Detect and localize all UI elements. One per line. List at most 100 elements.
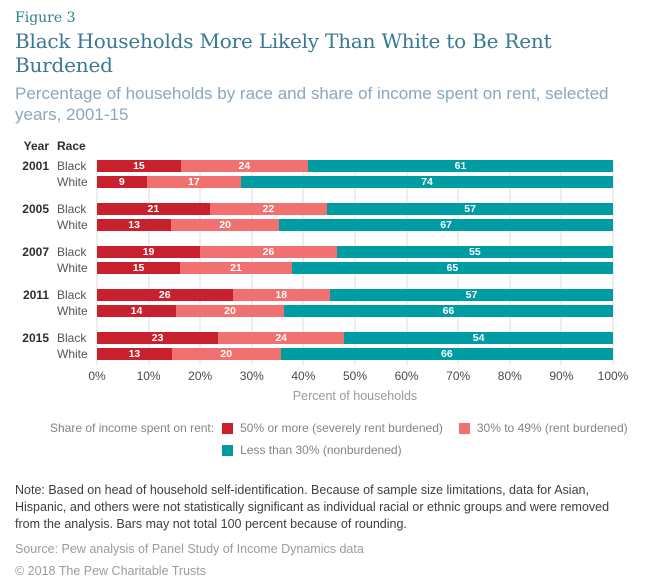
segment-value: 18	[275, 289, 288, 301]
bar-row: White 13 20 67	[15, 219, 613, 231]
stacked-bar: 13 20 66	[97, 348, 613, 360]
x-tick-label: 80%	[497, 369, 522, 383]
bar-segment-burdened: 24	[180, 160, 308, 172]
bar-segment-severe: 26	[97, 289, 233, 301]
stacked-bar: 23 24 54	[97, 332, 613, 344]
year-group: 2011 Black 26 18 57 White 14 20 66	[15, 288, 614, 317]
figure-label: Figure 3	[15, 10, 76, 26]
segment-value: 15	[132, 262, 145, 274]
segment-value: 66	[441, 348, 453, 360]
bar-row: White 14 20 66	[15, 305, 613, 317]
race-label: White	[57, 218, 88, 232]
bar-segment-severe: 19	[97, 246, 201, 258]
year-group: 2001 Black 15 24 61 White 9 17 74	[15, 160, 613, 188]
legend-item-severely-burdened: 50% or more (severely rent burdened)	[222, 420, 443, 436]
race-label: White	[57, 347, 88, 361]
bar-segment-nonburdened: 65	[291, 262, 613, 274]
bar-row: White 9 17 74	[15, 176, 613, 188]
bar-segment-severe: 23	[97, 332, 219, 344]
segment-value: 13	[128, 348, 141, 360]
segment-value: 21	[230, 262, 242, 274]
source-text: Source: Pew analysis of Panel Study of I…	[15, 542, 364, 556]
year-group: 2015 Black 23 24 54 White 13 20 66	[15, 332, 613, 360]
race-column-header: Race	[57, 139, 86, 153]
segment-value: 20	[219, 219, 231, 231]
year-label: 2007	[22, 245, 49, 259]
x-axis-title: Percent of households	[292, 389, 418, 403]
segment-value: 74	[421, 176, 433, 188]
plot-area: 2001 Black 15 24 61 White 9 17 74 2005 Black 21 22 57…	[15, 160, 614, 365]
legend-item-label: Less than 30% (nonburdened)	[240, 443, 402, 457]
bar-segment-nonburdened: 66	[280, 348, 613, 360]
copyright-text: © 2018 The Pew Charitable Trusts	[15, 564, 207, 578]
segment-value: 9	[118, 176, 125, 188]
x-tick-label: 60%	[394, 369, 419, 383]
bar-row: White 15 21 65	[15, 262, 613, 274]
race-label: Black	[57, 202, 87, 216]
race-label: White	[57, 304, 88, 318]
stacked-bar: 19 26 55	[97, 246, 613, 258]
race-label: Black	[57, 331, 87, 345]
bar-row: White 13 20 66	[15, 348, 613, 360]
bar-segment-severe: 14	[97, 305, 177, 317]
year-label: 2015	[22, 331, 49, 345]
segment-value: 22	[262, 203, 275, 215]
legend-row: Less than 30% (nonburdened)	[222, 442, 628, 458]
segment-value: 19	[142, 246, 155, 258]
race-label: Black	[57, 159, 87, 173]
bar-segment-nonburdened: 74	[241, 176, 613, 188]
bar-row: 2007 Black 19 26 55	[15, 246, 613, 258]
x-tick-label: 0%	[88, 369, 106, 383]
bar-segment-severe: 15	[97, 262, 181, 274]
bar-segment-burdened: 18	[232, 289, 330, 301]
legend-row: 50% or more (severely rent burdened) 30%…	[222, 420, 628, 436]
segment-value: 17	[188, 176, 200, 188]
chart-column-headers: Year Race	[15, 139, 613, 153]
chart-subtitle: Percentage of households by race and sha…	[15, 84, 609, 124]
chart-title: Black Households More Likely Than White …	[15, 29, 552, 77]
segment-value: 65	[446, 262, 459, 274]
bar-segment-severe: 21	[97, 203, 210, 215]
segment-value: 55	[469, 246, 481, 258]
bar-row: 2005 Black 21 22 57	[15, 202, 614, 216]
bar-segment-burdened: 22	[209, 203, 328, 215]
bar-segment-nonburdened: 67	[279, 219, 613, 231]
chart: Year Race 2001 Black 15 24 61 White 9 17 74 2005 B…	[15, 139, 628, 403]
x-tick-label: 70%	[446, 369, 471, 383]
year-column-header: Year	[23, 139, 49, 153]
bar-row: 2015 Black 23 24 54	[15, 332, 613, 344]
bar-segment-nonburdened: 66	[283, 305, 613, 317]
bar-row: 2011 Black 26 18 57	[15, 288, 614, 302]
bar-segment-burdened: 26	[200, 246, 337, 258]
segment-value: 61	[454, 160, 467, 172]
bar-segment-nonburdened: 61	[307, 160, 613, 172]
segment-value: 54	[472, 332, 485, 344]
bar-row: 2001 Black 15 24 61	[15, 160, 613, 172]
segment-value: 24	[238, 160, 251, 172]
segment-value: 13	[128, 219, 140, 231]
segment-value: 23	[151, 332, 164, 344]
stacked-bar: 13 20 67	[97, 219, 613, 231]
x-tick-label: 20%	[188, 369, 213, 383]
segment-value: 15	[133, 160, 145, 172]
segment-value: 26	[262, 246, 275, 258]
year-label: 2011	[22, 288, 49, 302]
x-tick-label: 40%	[291, 369, 316, 383]
segment-value: 66	[442, 305, 455, 317]
nonburdened-swatch	[222, 444, 234, 456]
stacked-bar: 9 17 74	[97, 176, 613, 188]
stacked-bar: 15 21 65	[97, 262, 613, 274]
bar-segment-burdened: 20	[176, 305, 284, 317]
segment-value: 14	[130, 305, 143, 317]
segment-value: 57	[464, 203, 476, 215]
x-tick-label: 100%	[597, 369, 629, 383]
race-label: Black	[57, 288, 87, 302]
bar-segment-burdened: 20	[171, 348, 281, 360]
segment-value: 20	[224, 305, 236, 317]
bar-segment-burdened: 20	[171, 219, 280, 231]
bar-segment-severe: 9	[97, 176, 147, 188]
stacked-bar: 15 24 61	[97, 160, 613, 172]
year-group: 2007 Black 19 26 55 White 15 21 65	[15, 246, 613, 274]
legend-item-nonburdened: Less than 30% (nonburdened)	[222, 442, 402, 458]
stacked-bar: 21 22 57	[97, 203, 614, 215]
